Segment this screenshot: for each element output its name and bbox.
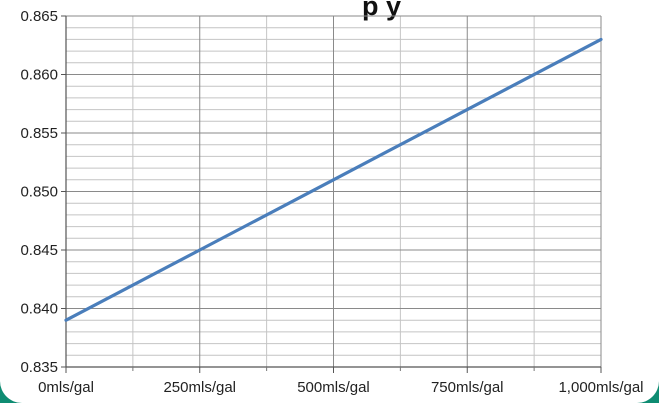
y-tick-label: 0.865 xyxy=(20,8,58,25)
chart-axes xyxy=(61,15,602,373)
y-tick-label: 0.860 xyxy=(20,67,58,84)
series-line xyxy=(64,37,603,322)
y-tick-label: 0.845 xyxy=(20,242,58,259)
x-tick-label: 0mls/gal xyxy=(38,379,94,396)
y-axis-tick-labels: 0.835 0.840 0.845 0.850 0.855 0.860 0.865 xyxy=(20,8,58,376)
y-tick-label: 0.850 xyxy=(20,184,58,201)
y-tick-label: 0.835 xyxy=(20,359,58,376)
series-lines xyxy=(64,37,603,322)
y-tick-label: 0.840 xyxy=(20,301,58,318)
major-gridlines xyxy=(65,15,602,368)
x-tick-label: 500mls/gal xyxy=(297,379,370,396)
x-tick-label: 1,000mls/gal xyxy=(558,379,643,396)
x-tick-label: 250mls/gal xyxy=(163,379,236,396)
x-tick-label: 750mls/gal xyxy=(431,379,504,396)
x-axis-tick-labels: 0mls/gal 250mls/gal 500mls/gal 750mls/gal 1,… xyxy=(38,379,643,396)
y-tick-label: 0.855 xyxy=(20,125,58,142)
